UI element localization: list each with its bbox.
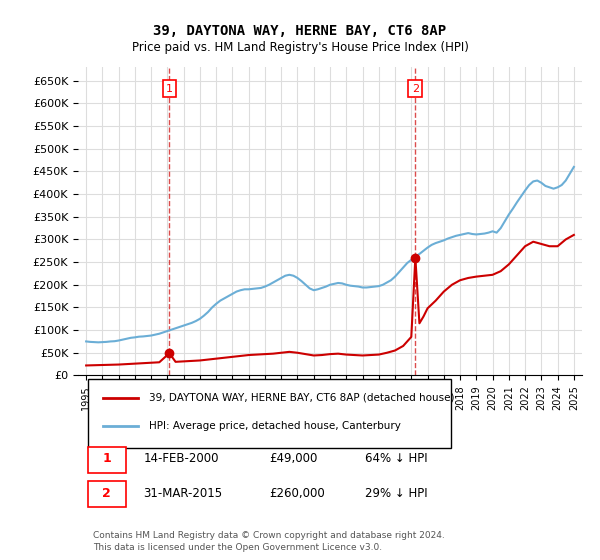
- Text: 64% ↓ HPI: 64% ↓ HPI: [365, 452, 428, 465]
- Text: 39, DAYTONA WAY, HERNE BAY, CT6 8AP: 39, DAYTONA WAY, HERNE BAY, CT6 8AP: [154, 24, 446, 38]
- FancyBboxPatch shape: [88, 379, 451, 448]
- Text: HPI: Average price, detached house, Canterbury: HPI: Average price, detached house, Cant…: [149, 421, 400, 431]
- Text: 14-FEB-2000: 14-FEB-2000: [143, 452, 219, 465]
- Text: 1: 1: [166, 84, 173, 94]
- Text: 2: 2: [103, 487, 111, 500]
- Text: 29% ↓ HPI: 29% ↓ HPI: [365, 487, 428, 500]
- FancyBboxPatch shape: [88, 481, 126, 507]
- FancyBboxPatch shape: [88, 446, 126, 473]
- Text: £49,000: £49,000: [269, 452, 318, 465]
- Text: 31-MAR-2015: 31-MAR-2015: [143, 487, 223, 500]
- Text: Price paid vs. HM Land Registry's House Price Index (HPI): Price paid vs. HM Land Registry's House …: [131, 41, 469, 54]
- Text: 2: 2: [412, 84, 419, 94]
- Text: £260,000: £260,000: [269, 487, 325, 500]
- Text: Contains HM Land Registry data © Crown copyright and database right 2024.
This d: Contains HM Land Registry data © Crown c…: [93, 531, 445, 552]
- Text: 39, DAYTONA WAY, HERNE BAY, CT6 8AP (detached house): 39, DAYTONA WAY, HERNE BAY, CT6 8AP (det…: [149, 393, 454, 403]
- Text: 1: 1: [103, 452, 111, 465]
